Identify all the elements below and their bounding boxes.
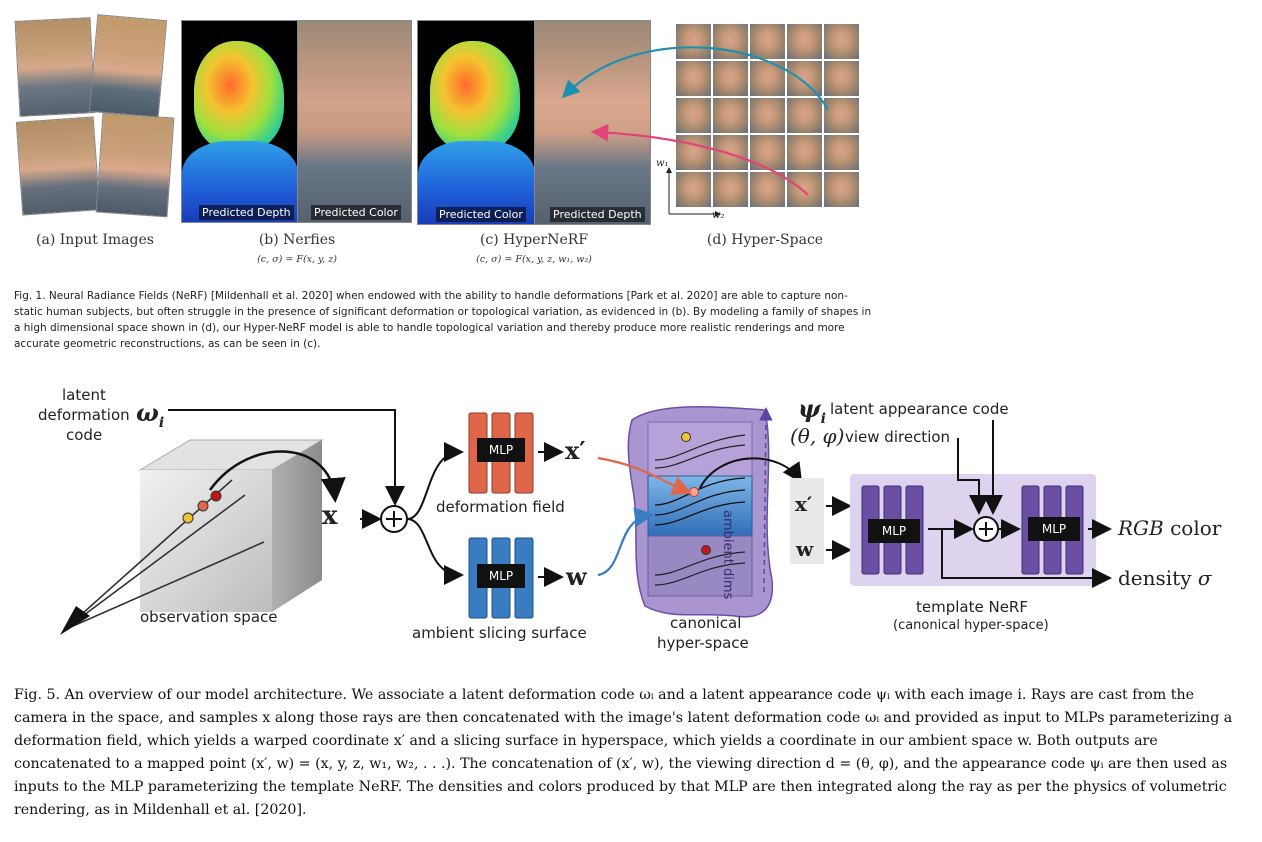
- density-output: density σ: [1118, 566, 1212, 590]
- latent-label-line2: deformation: [38, 406, 130, 424]
- grid-thumb: [676, 98, 711, 133]
- grid-thumb: [787, 172, 822, 207]
- template-nerf-label: template NeRF: [916, 598, 1028, 616]
- grid-thumb: [750, 98, 785, 133]
- ambient-slicing-label: ambient slicing surface: [412, 624, 587, 642]
- grid-thumb: [750, 172, 785, 207]
- axis-w1: w₁: [656, 158, 669, 169]
- grid-thumb: [713, 172, 748, 207]
- nerfies-depth: [182, 21, 298, 222]
- grid-thumb: [713, 135, 748, 170]
- canonical-label-line1: canonical: [670, 614, 742, 632]
- canonical-label-line2: hyper-space: [657, 634, 749, 652]
- omega-sub: i: [158, 414, 165, 431]
- grid-thumb: [824, 172, 859, 207]
- grid-thumb: [676, 61, 711, 96]
- overlay-c-right: Predicted Depth: [550, 207, 645, 222]
- grid-thumb: [787, 98, 822, 133]
- grid-thumb: [750, 24, 785, 59]
- sigma-symbol: σ: [1197, 566, 1212, 590]
- subcaption-b: (b) Nerfies: [258, 232, 336, 248]
- rgb-symbol: RGB: [1118, 516, 1164, 540]
- omega-char: ω: [136, 398, 159, 427]
- appearance-code-label: latent appearance code: [830, 400, 1009, 418]
- grid-thumb: [824, 135, 859, 170]
- grid-thumb: [713, 98, 748, 133]
- grid-thumb: [824, 98, 859, 133]
- x-prime-output: x′: [565, 436, 586, 465]
- grid-thumb: [787, 135, 822, 170]
- grid-thumb: [713, 61, 748, 96]
- deformation-mlp: MLP: [477, 438, 525, 462]
- grid-thumb: [676, 172, 711, 207]
- template-mlp-1: MLP: [868, 519, 920, 543]
- equation-c: (c, σ) = F(x, y, z, w₁, w₂): [476, 254, 592, 265]
- template-mlp-2: MLP: [1028, 517, 1080, 541]
- grid-thumb: [787, 61, 822, 96]
- view-direction-label: view direction: [845, 428, 951, 446]
- w-output: w: [566, 562, 587, 591]
- hyperspace-arrows: [561, 46, 829, 217]
- rgb-color-output: RGB color: [1118, 516, 1221, 540]
- x-symbol: x: [322, 501, 338, 531]
- psi-sub: i: [820, 410, 826, 427]
- latent-label-line1: latent: [62, 386, 106, 404]
- overlay-c-left: Predicted Color: [436, 207, 526, 222]
- w-input: w: [796, 537, 814, 561]
- overlay-b-left: Predicted Depth: [199, 205, 294, 220]
- grid-thumb: [824, 61, 859, 96]
- axis-w2: w₂: [712, 210, 725, 221]
- theta-phi-symbol: (θ, φ): [790, 424, 845, 448]
- density-word: density: [1118, 566, 1192, 590]
- subcaption-a: (a) Input Images: [36, 232, 154, 248]
- psi-symbol: ψi: [798, 394, 826, 427]
- template-nerf-sublabel: (canonical hyper-space): [893, 618, 1049, 633]
- grid-thumb: [676, 24, 711, 59]
- grid-thumb: [787, 24, 822, 59]
- grid-thumb: [676, 135, 711, 170]
- grid-thumb: [824, 24, 859, 59]
- omega-symbol: ωi: [136, 398, 164, 431]
- figure5-caption: Fig. 5. An overview of our model archite…: [14, 687, 1233, 818]
- overlay-b-right: Predicted Color: [311, 205, 401, 220]
- subcaption-c: (c) HyperNeRF: [479, 232, 589, 248]
- psi-char: ψ: [798, 394, 821, 423]
- hypernerf-color: [535, 21, 650, 224]
- ambient-mlp: MLP: [477, 564, 525, 588]
- color-word: color: [1170, 516, 1222, 540]
- diagram-graphics: [60, 406, 1112, 635]
- nerfies-color: [298, 21, 411, 222]
- deformation-field-label: deformation field: [436, 498, 565, 516]
- observation-space-label: observation space: [140, 608, 278, 626]
- equation-b: (c, σ) = F(x, y, z): [257, 254, 337, 265]
- subcaption-d: (d) Hyper-Space: [706, 232, 824, 248]
- figure1-caption: Fig. 1. Neural Radiance Fields (NeRF) [M…: [14, 290, 872, 350]
- ambient-dims-label: ambient dims: [720, 510, 735, 600]
- latent-label-line3: code: [66, 426, 103, 444]
- x-prime-input: x′: [795, 492, 813, 516]
